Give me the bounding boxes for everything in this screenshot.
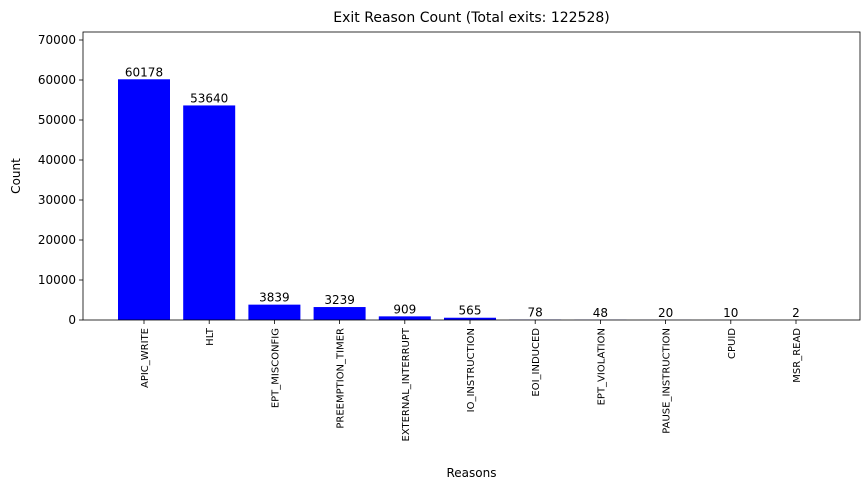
bar-value-label: 10	[723, 306, 738, 320]
bar-value-label: 565	[459, 304, 482, 318]
chart-title: Exit Reason Count (Total exits: 122528)	[333, 10, 609, 26]
bar-io-instruction	[444, 317, 496, 320]
bar-preemption-timer	[313, 307, 366, 320]
bar-value-label: 78	[528, 306, 543, 320]
y-tick-label: 0	[68, 313, 76, 327]
y-tick-label: 70000	[38, 33, 76, 47]
bar-value-label: 3839	[259, 291, 290, 305]
bar-value-label: 53640	[190, 91, 228, 105]
bar-value-label: 60178	[125, 65, 163, 79]
y-tick-label: 60000	[38, 73, 76, 87]
bar-apic-write	[118, 79, 170, 321]
bar-value-label: 909	[393, 302, 416, 316]
x-tick-label: HLT	[205, 327, 216, 346]
y-tick-label: 10000	[38, 273, 76, 287]
axes-frame	[82, 31, 861, 321]
x-tick-label: MSR_READ	[792, 328, 803, 383]
y-tick-label: 30000	[38, 193, 76, 207]
bar-hlt	[183, 105, 236, 320]
y-tick-label: 40000	[38, 153, 76, 167]
x-axis-label: Reasons	[447, 466, 497, 480]
plot-area: 60178 APIC_WRITE 53640 HLT 3839 EPT_MISCONFIG…	[38, 31, 861, 441]
x-tick-label: APIC_WRITE	[140, 328, 151, 388]
bar-value-label: 20	[658, 306, 673, 320]
x-tick-label: EPT_MISCONFIG	[270, 328, 281, 408]
x-tick-label: EXTERNAL_INTERRUPT	[401, 327, 412, 441]
y-tick-label: 50000	[38, 113, 76, 127]
x-tick-label: PREEMPTION_TIMER	[336, 328, 347, 429]
bar-value-label: 48	[593, 306, 608, 320]
x-tick-label: IO_INSTRUCTION	[466, 328, 477, 412]
y-axis-label: Count	[9, 158, 23, 194]
x-tick-label: EPT_VIOLATION	[596, 328, 607, 405]
bar-external-interrupt	[378, 316, 431, 320]
x-tick-label: PAUSE_INSTRUCTION	[662, 328, 673, 434]
bar-value-label: 3239	[324, 293, 355, 307]
bar-ept-misconfig	[248, 304, 301, 320]
bar-value-label: 2	[792, 306, 800, 320]
y-tick-label: 20000	[38, 233, 76, 247]
x-tick-label: EOI_INDUCED	[531, 328, 542, 397]
x-tick-label: CPUID	[727, 328, 738, 359]
